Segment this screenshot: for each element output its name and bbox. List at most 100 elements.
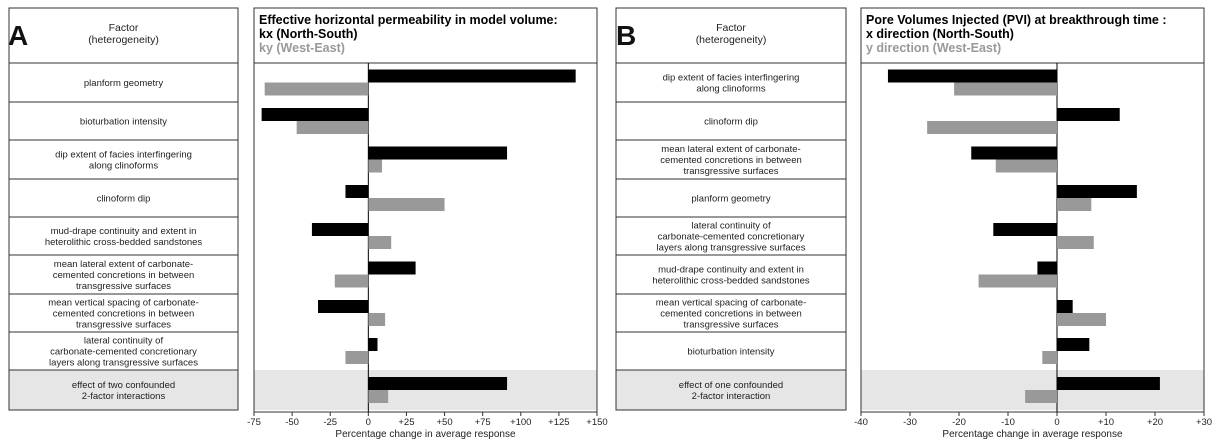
- category-label: along clinoforms: [696, 84, 765, 95]
- factor-header-text: Factor: [716, 22, 746, 34]
- x-tick-label: -25: [323, 417, 337, 428]
- panel-letter: B: [616, 20, 637, 51]
- bar-x-series: [1037, 261, 1057, 275]
- x-tick-label: 0: [366, 417, 371, 428]
- x-axis-label: Percentage change in average response: [335, 429, 516, 440]
- bar-x-series: [368, 146, 508, 160]
- category-label: transgressive surfaces: [76, 320, 171, 331]
- x-tick-label: +50: [436, 417, 452, 428]
- category-label: effect of two confounded: [72, 380, 175, 391]
- category-label: carbonate-cemented concretionary: [50, 347, 197, 358]
- category-label: mean lateral extent of carbonate-: [54, 259, 193, 270]
- factor-header-text: Factor: [109, 22, 139, 34]
- category-label: along clinoforms: [89, 161, 158, 172]
- bar-y-series: [368, 159, 383, 173]
- x-tick-label: -20: [952, 417, 966, 428]
- bar-x-series: [261, 108, 369, 121]
- bar-x-series: [1057, 300, 1073, 313]
- bar-y-series: [368, 313, 386, 326]
- bar-y-series: [1057, 236, 1094, 249]
- bar-y-series: [368, 198, 445, 211]
- bar-x-series: [311, 223, 369, 236]
- bar-x-series: [318, 300, 369, 313]
- category-label: transgressive surfaces: [76, 281, 171, 292]
- category-label: carbonate-cemented concretionary: [658, 232, 805, 243]
- factor-cell: [8, 369, 239, 411]
- category-label: clinoform dip: [97, 194, 151, 205]
- category-label: effect of one confounded: [679, 380, 783, 391]
- bar-y-series: [978, 274, 1057, 288]
- chart-title-line: Effective horizontal permeability in mod…: [259, 13, 558, 27]
- category-label: mud-drape continuity and extent in: [51, 226, 197, 237]
- bar-x-series: [1057, 377, 1160, 390]
- category-label: mean lateral extent of carbonate-: [661, 144, 800, 155]
- x-tick-label: -10: [1001, 417, 1015, 428]
- category-label: mud-drape continuity and extent in: [658, 265, 804, 276]
- bar-y-series: [368, 236, 392, 249]
- category-label: lateral continuity of: [84, 336, 164, 347]
- chart-title-line: Pore Volumes Injected (PVI) at breakthro…: [866, 13, 1167, 27]
- bar-x-series: [1057, 108, 1120, 121]
- bar-y-series: [954, 82, 1057, 96]
- chart-subtitle: ky (West-East): [259, 41, 345, 55]
- bar-x-series: [345, 185, 369, 198]
- category-label: dip extent of facies interfingering: [55, 150, 192, 161]
- category-label: cemented concretions in between: [53, 309, 195, 320]
- bar-y-series: [1025, 390, 1057, 403]
- chart-a: Factor(heterogeneity) Effective horizonta…: [8, 7, 608, 440]
- category-label: heterolithic cross-bedded sandstones: [45, 237, 203, 248]
- bar-x-series: [1057, 185, 1137, 198]
- factor-header-text: (heterogeneity): [88, 34, 159, 46]
- x-tick-label: +100: [510, 417, 531, 428]
- chart-frame: [860, 7, 1205, 413]
- bar-x-series: [993, 223, 1057, 236]
- bar-y-series: [368, 390, 389, 403]
- bar-y-series: [296, 121, 369, 134]
- x-tick-label: +75: [475, 417, 491, 428]
- x-tick-label: +30: [1196, 417, 1212, 428]
- x-tick-label: +25: [398, 417, 414, 428]
- chart-title-line: x direction (North-South): [866, 27, 1014, 41]
- bar-y-series: [1042, 351, 1057, 364]
- category-label: transgressive surfaces: [683, 320, 778, 331]
- category-label: heterolithic cross-bedded sandstones: [652, 276, 810, 287]
- category-label: mean vertical spacing of carbonate-: [656, 298, 807, 309]
- x-axis-label: Percentage change in average response: [942, 429, 1123, 440]
- category-label: cemented concretions in between: [660, 309, 802, 320]
- panel-letter: A: [8, 20, 29, 51]
- bar-y-series: [1057, 313, 1106, 326]
- bar-x-series: [971, 146, 1057, 160]
- bar-x-series: [368, 338, 378, 351]
- category-label: layers along transgressive surfaces: [49, 358, 198, 369]
- category-label: dip extent of facies interfingering: [663, 73, 800, 84]
- category-label: 2-factor interaction: [692, 391, 771, 402]
- chart-b: Factor(heterogeneity) Pore Volumes Inject…: [615, 7, 1212, 440]
- category-label: layers along transgressive surfaces: [657, 243, 806, 254]
- category-label: bioturbation intensity: [687, 347, 774, 358]
- factor-cell: [615, 369, 847, 411]
- bar-y-series: [995, 159, 1057, 173]
- bar-y-series: [334, 274, 369, 288]
- chart-subtitle: y direction (West-East): [866, 41, 1001, 55]
- x-tick-label: +10: [1098, 417, 1114, 428]
- bar-x-series: [1057, 338, 1090, 351]
- x-tick-label: -30: [903, 417, 917, 428]
- bar-y-series: [1057, 198, 1092, 211]
- category-label: clinoform dip: [704, 117, 758, 128]
- factor-header-text: (heterogeneity): [696, 34, 767, 46]
- bar-x-series: [368, 69, 576, 83]
- x-tick-label: 0: [1054, 417, 1059, 428]
- category-label: 2-factor interactions: [82, 391, 166, 402]
- category-label: planform geometry: [84, 78, 163, 89]
- bar-x-series: [368, 377, 508, 390]
- x-tick-label: +20: [1147, 417, 1163, 428]
- category-label: cemented concretions in between: [660, 155, 802, 166]
- shaded-label-cell: [616, 370, 846, 410]
- shaded-label-cell: [9, 370, 238, 410]
- category-label: bioturbation intensity: [80, 117, 167, 128]
- x-tick-label: -75: [247, 417, 261, 428]
- x-tick-label: -40: [854, 417, 868, 428]
- bar-y-series: [264, 82, 369, 96]
- bar-y-series: [927, 121, 1057, 134]
- bar-x-series: [368, 261, 416, 275]
